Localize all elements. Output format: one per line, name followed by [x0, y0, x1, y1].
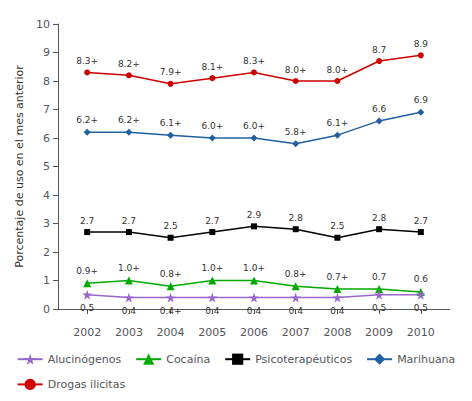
svg-text:0.4: 0.4 — [122, 306, 137, 316]
svg-text:2.7: 2.7 — [414, 216, 428, 226]
svg-text:2.8: 2.8 — [289, 213, 304, 223]
svg-text:Drogas ilicitas: Drogas ilicitas — [48, 378, 126, 391]
svg-text:0.8+: 0.8+ — [160, 269, 182, 279]
svg-text:8.3+: 8.3+ — [76, 56, 98, 66]
svg-text:2010: 2010 — [407, 326, 435, 339]
svg-text:0.4: 0.4 — [205, 306, 220, 316]
svg-text:2.7: 2.7 — [80, 216, 94, 226]
svg-text:10: 10 — [36, 18, 50, 31]
svg-text:6.2+: 6.2+ — [118, 115, 140, 125]
svg-text:2004: 2004 — [157, 326, 185, 339]
svg-text:1.0+: 1.0+ — [201, 263, 223, 273]
svg-text:Psicoterapéuticos: Psicoterapéuticos — [255, 353, 352, 366]
svg-text:Porcentaje de uso en el mes an: Porcentaje de uso en el mes anterior — [13, 65, 26, 268]
svg-text:2.5: 2.5 — [163, 221, 177, 231]
svg-text:8.1+: 8.1+ — [201, 62, 223, 72]
svg-text:1.0+: 1.0+ — [243, 263, 265, 273]
svg-text:0.5: 0.5 — [372, 303, 386, 313]
svg-text:6.6: 6.6 — [372, 104, 387, 114]
svg-text:6.1+: 6.1+ — [326, 118, 348, 128]
svg-text:2003: 2003 — [115, 326, 143, 339]
svg-text:2008: 2008 — [323, 326, 351, 339]
svg-text:6.9: 6.9 — [414, 95, 429, 105]
svg-text:2002: 2002 — [73, 326, 101, 339]
svg-text:2007: 2007 — [282, 326, 310, 339]
svg-text:0.5: 0.5 — [414, 303, 428, 313]
svg-text:0.4: 0.4 — [247, 306, 262, 316]
svg-text:6.0+: 6.0+ — [201, 121, 223, 131]
svg-text:7: 7 — [43, 103, 50, 116]
svg-text:6: 6 — [43, 132, 50, 145]
svg-text:8.7: 8.7 — [372, 45, 386, 55]
svg-text:0.9+: 0.9+ — [76, 266, 98, 276]
svg-text:0.7: 0.7 — [372, 272, 386, 282]
svg-text:1: 1 — [43, 274, 50, 287]
svg-text:2.7: 2.7 — [122, 216, 136, 226]
svg-text:2009: 2009 — [365, 326, 393, 339]
svg-text:0.4+: 0.4+ — [160, 306, 182, 316]
svg-text:5.8+: 5.8+ — [285, 127, 307, 137]
svg-text:0.6: 0.6 — [414, 274, 429, 284]
svg-text:3: 3 — [43, 217, 50, 230]
svg-text:6.2+: 6.2+ — [76, 115, 98, 125]
svg-text:8.3+: 8.3+ — [243, 56, 265, 66]
svg-text:0.8+: 0.8+ — [285, 269, 307, 279]
svg-text:8.9: 8.9 — [414, 39, 429, 49]
svg-text:2: 2 — [43, 246, 50, 259]
svg-text:2.8: 2.8 — [372, 213, 387, 223]
svg-text:9: 9 — [43, 46, 50, 59]
svg-text:Alucinógenos: Alucinógenos — [48, 353, 122, 366]
svg-text:8: 8 — [43, 75, 50, 88]
svg-text:2.9: 2.9 — [247, 210, 262, 220]
svg-text:2006: 2006 — [240, 326, 268, 339]
svg-text:0: 0 — [43, 303, 50, 316]
svg-text:0.4: 0.4 — [330, 306, 345, 316]
svg-text:2005: 2005 — [198, 326, 226, 339]
svg-text:1.0+: 1.0+ — [118, 263, 140, 273]
svg-text:7.9+: 7.9+ — [160, 67, 182, 77]
svg-text:2.5: 2.5 — [330, 221, 344, 231]
svg-text:4: 4 — [43, 189, 50, 202]
svg-text:2.7: 2.7 — [205, 216, 219, 226]
svg-text:0.4: 0.4 — [289, 306, 304, 316]
svg-text:6.1+: 6.1+ — [160, 118, 182, 128]
svg-text:8.0+: 8.0+ — [285, 65, 307, 75]
svg-text:8.0+: 8.0+ — [326, 65, 348, 75]
svg-text:Cocaína: Cocaína — [166, 353, 210, 366]
svg-text:8.2+: 8.2+ — [118, 59, 140, 69]
svg-text:6.0+: 6.0+ — [243, 121, 265, 131]
svg-text:0.7+: 0.7+ — [326, 272, 348, 282]
svg-text:0.5: 0.5 — [80, 303, 94, 313]
svg-text:Marihuana: Marihuana — [397, 353, 455, 366]
svg-text:5: 5 — [43, 160, 50, 173]
